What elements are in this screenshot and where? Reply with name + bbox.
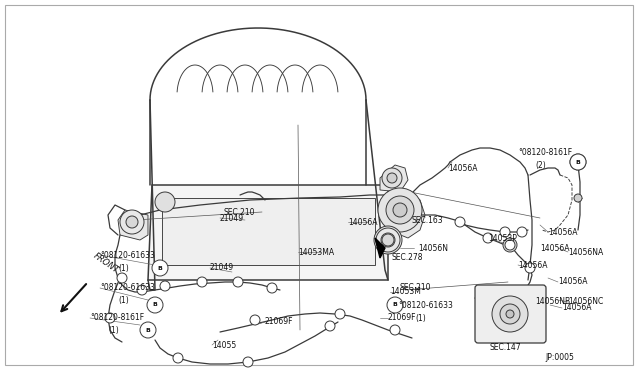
- Circle shape: [500, 304, 520, 324]
- Circle shape: [492, 296, 528, 332]
- Text: 14056A: 14056A: [562, 304, 591, 312]
- Text: B: B: [157, 266, 163, 270]
- Text: (1): (1): [118, 295, 129, 305]
- Circle shape: [386, 196, 414, 224]
- Text: 14056A: 14056A: [548, 228, 577, 237]
- Circle shape: [381, 233, 395, 247]
- Circle shape: [455, 217, 465, 227]
- Text: 14053P: 14053P: [488, 234, 517, 243]
- Circle shape: [387, 297, 403, 313]
- Text: 14056NB: 14056NB: [535, 298, 570, 307]
- Text: °08120-61633: °08120-61633: [100, 283, 155, 292]
- Polygon shape: [388, 192, 425, 238]
- Text: B: B: [575, 160, 580, 164]
- Text: 14056NA: 14056NA: [568, 247, 604, 257]
- Circle shape: [388, 198, 412, 222]
- Circle shape: [250, 315, 260, 325]
- Circle shape: [152, 260, 168, 276]
- Circle shape: [570, 154, 586, 170]
- Circle shape: [503, 238, 517, 252]
- Circle shape: [570, 154, 586, 170]
- Text: SEC.278: SEC.278: [392, 253, 424, 263]
- Text: B: B: [392, 302, 397, 308]
- Text: B: B: [145, 327, 150, 333]
- Text: 14056A: 14056A: [518, 260, 547, 269]
- Text: °08120-8161F: °08120-8161F: [90, 314, 144, 323]
- Polygon shape: [380, 165, 408, 192]
- Text: (1): (1): [108, 326, 119, 334]
- Circle shape: [387, 173, 397, 183]
- Text: 21069F: 21069F: [388, 314, 417, 323]
- Text: 14053M: 14053M: [390, 288, 421, 296]
- Text: SEC.163: SEC.163: [412, 215, 444, 224]
- Text: FRONT: FRONT: [92, 251, 121, 275]
- Circle shape: [140, 322, 156, 338]
- Text: 14056A: 14056A: [540, 244, 570, 253]
- Circle shape: [374, 226, 402, 254]
- Circle shape: [376, 228, 400, 252]
- Circle shape: [574, 194, 582, 202]
- Polygon shape: [162, 198, 375, 265]
- Circle shape: [155, 192, 175, 212]
- Circle shape: [505, 240, 515, 250]
- Text: (1): (1): [118, 263, 129, 273]
- Circle shape: [147, 297, 163, 313]
- Text: °08120-61633: °08120-61633: [100, 250, 155, 260]
- Circle shape: [117, 273, 127, 283]
- Polygon shape: [118, 210, 148, 240]
- Text: 14056A: 14056A: [558, 278, 588, 286]
- Circle shape: [382, 168, 402, 188]
- Circle shape: [506, 310, 514, 318]
- Circle shape: [105, 313, 115, 323]
- Text: SEC.210: SEC.210: [400, 283, 431, 292]
- Text: B: B: [152, 302, 157, 308]
- Circle shape: [393, 203, 407, 217]
- Circle shape: [120, 210, 144, 234]
- Circle shape: [325, 321, 335, 331]
- Circle shape: [160, 281, 170, 291]
- Polygon shape: [375, 238, 385, 258]
- Circle shape: [197, 277, 207, 287]
- Text: SEC.210: SEC.210: [224, 208, 255, 217]
- Text: °08120-8161F: °08120-8161F: [518, 148, 572, 157]
- Circle shape: [243, 357, 253, 367]
- Text: SEC.147: SEC.147: [490, 343, 522, 353]
- Text: 14056A: 14056A: [448, 164, 477, 173]
- Text: 14056N: 14056N: [418, 244, 448, 253]
- Circle shape: [126, 216, 138, 228]
- FancyBboxPatch shape: [475, 285, 546, 343]
- Circle shape: [390, 325, 400, 335]
- Circle shape: [525, 263, 535, 273]
- Circle shape: [378, 188, 422, 232]
- Circle shape: [382, 234, 394, 246]
- Circle shape: [483, 233, 493, 243]
- Circle shape: [122, 212, 142, 232]
- Text: JP:0005: JP:0005: [545, 353, 574, 362]
- Text: (2): (2): [535, 160, 546, 170]
- Text: 14056NC: 14056NC: [568, 298, 604, 307]
- Text: 21049: 21049: [210, 263, 234, 273]
- Text: 21069F: 21069F: [265, 317, 294, 327]
- Circle shape: [517, 227, 527, 237]
- Circle shape: [500, 227, 510, 237]
- Text: 14055: 14055: [212, 340, 236, 350]
- Circle shape: [127, 217, 137, 227]
- Circle shape: [137, 285, 147, 295]
- Polygon shape: [148, 185, 388, 280]
- Text: °08120-61633: °08120-61633: [398, 301, 453, 310]
- Text: 21049: 21049: [220, 214, 244, 222]
- Circle shape: [394, 204, 406, 216]
- Text: (1): (1): [415, 314, 426, 323]
- Circle shape: [267, 283, 277, 293]
- Circle shape: [233, 277, 243, 287]
- Text: 14056A: 14056A: [348, 218, 378, 227]
- Circle shape: [335, 309, 345, 319]
- Text: 14053MA: 14053MA: [298, 247, 334, 257]
- Circle shape: [173, 353, 183, 363]
